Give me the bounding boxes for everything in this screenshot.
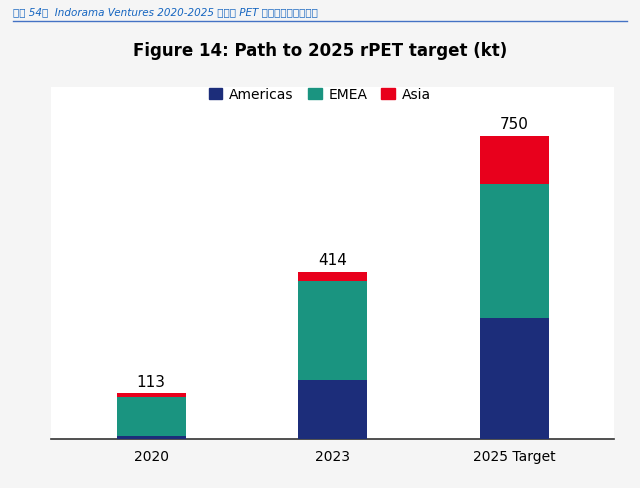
Text: 113: 113 bbox=[136, 374, 166, 389]
Bar bbox=[480, 185, 549, 318]
Text: Figure 14: Path to 2025 rPET target (kt): Figure 14: Path to 2025 rPET target (kt) bbox=[133, 42, 507, 60]
Bar bbox=[480, 318, 549, 439]
Text: 图表 54：  Indorama Ventures 2020-2025 年再生 PET 产能规划（分地区）: 图表 54： Indorama Ventures 2020-2025 年再生 P… bbox=[13, 7, 317, 17]
Legend: Americas, EMEA, Asia: Americas, EMEA, Asia bbox=[203, 82, 437, 108]
Text: 750: 750 bbox=[500, 117, 529, 131]
Bar bbox=[116, 393, 186, 398]
Bar bbox=[298, 381, 367, 439]
Bar bbox=[298, 282, 367, 381]
Bar bbox=[116, 398, 186, 436]
Text: 414: 414 bbox=[318, 252, 348, 267]
Bar bbox=[116, 436, 186, 439]
Bar bbox=[298, 272, 367, 282]
Bar bbox=[480, 136, 549, 185]
